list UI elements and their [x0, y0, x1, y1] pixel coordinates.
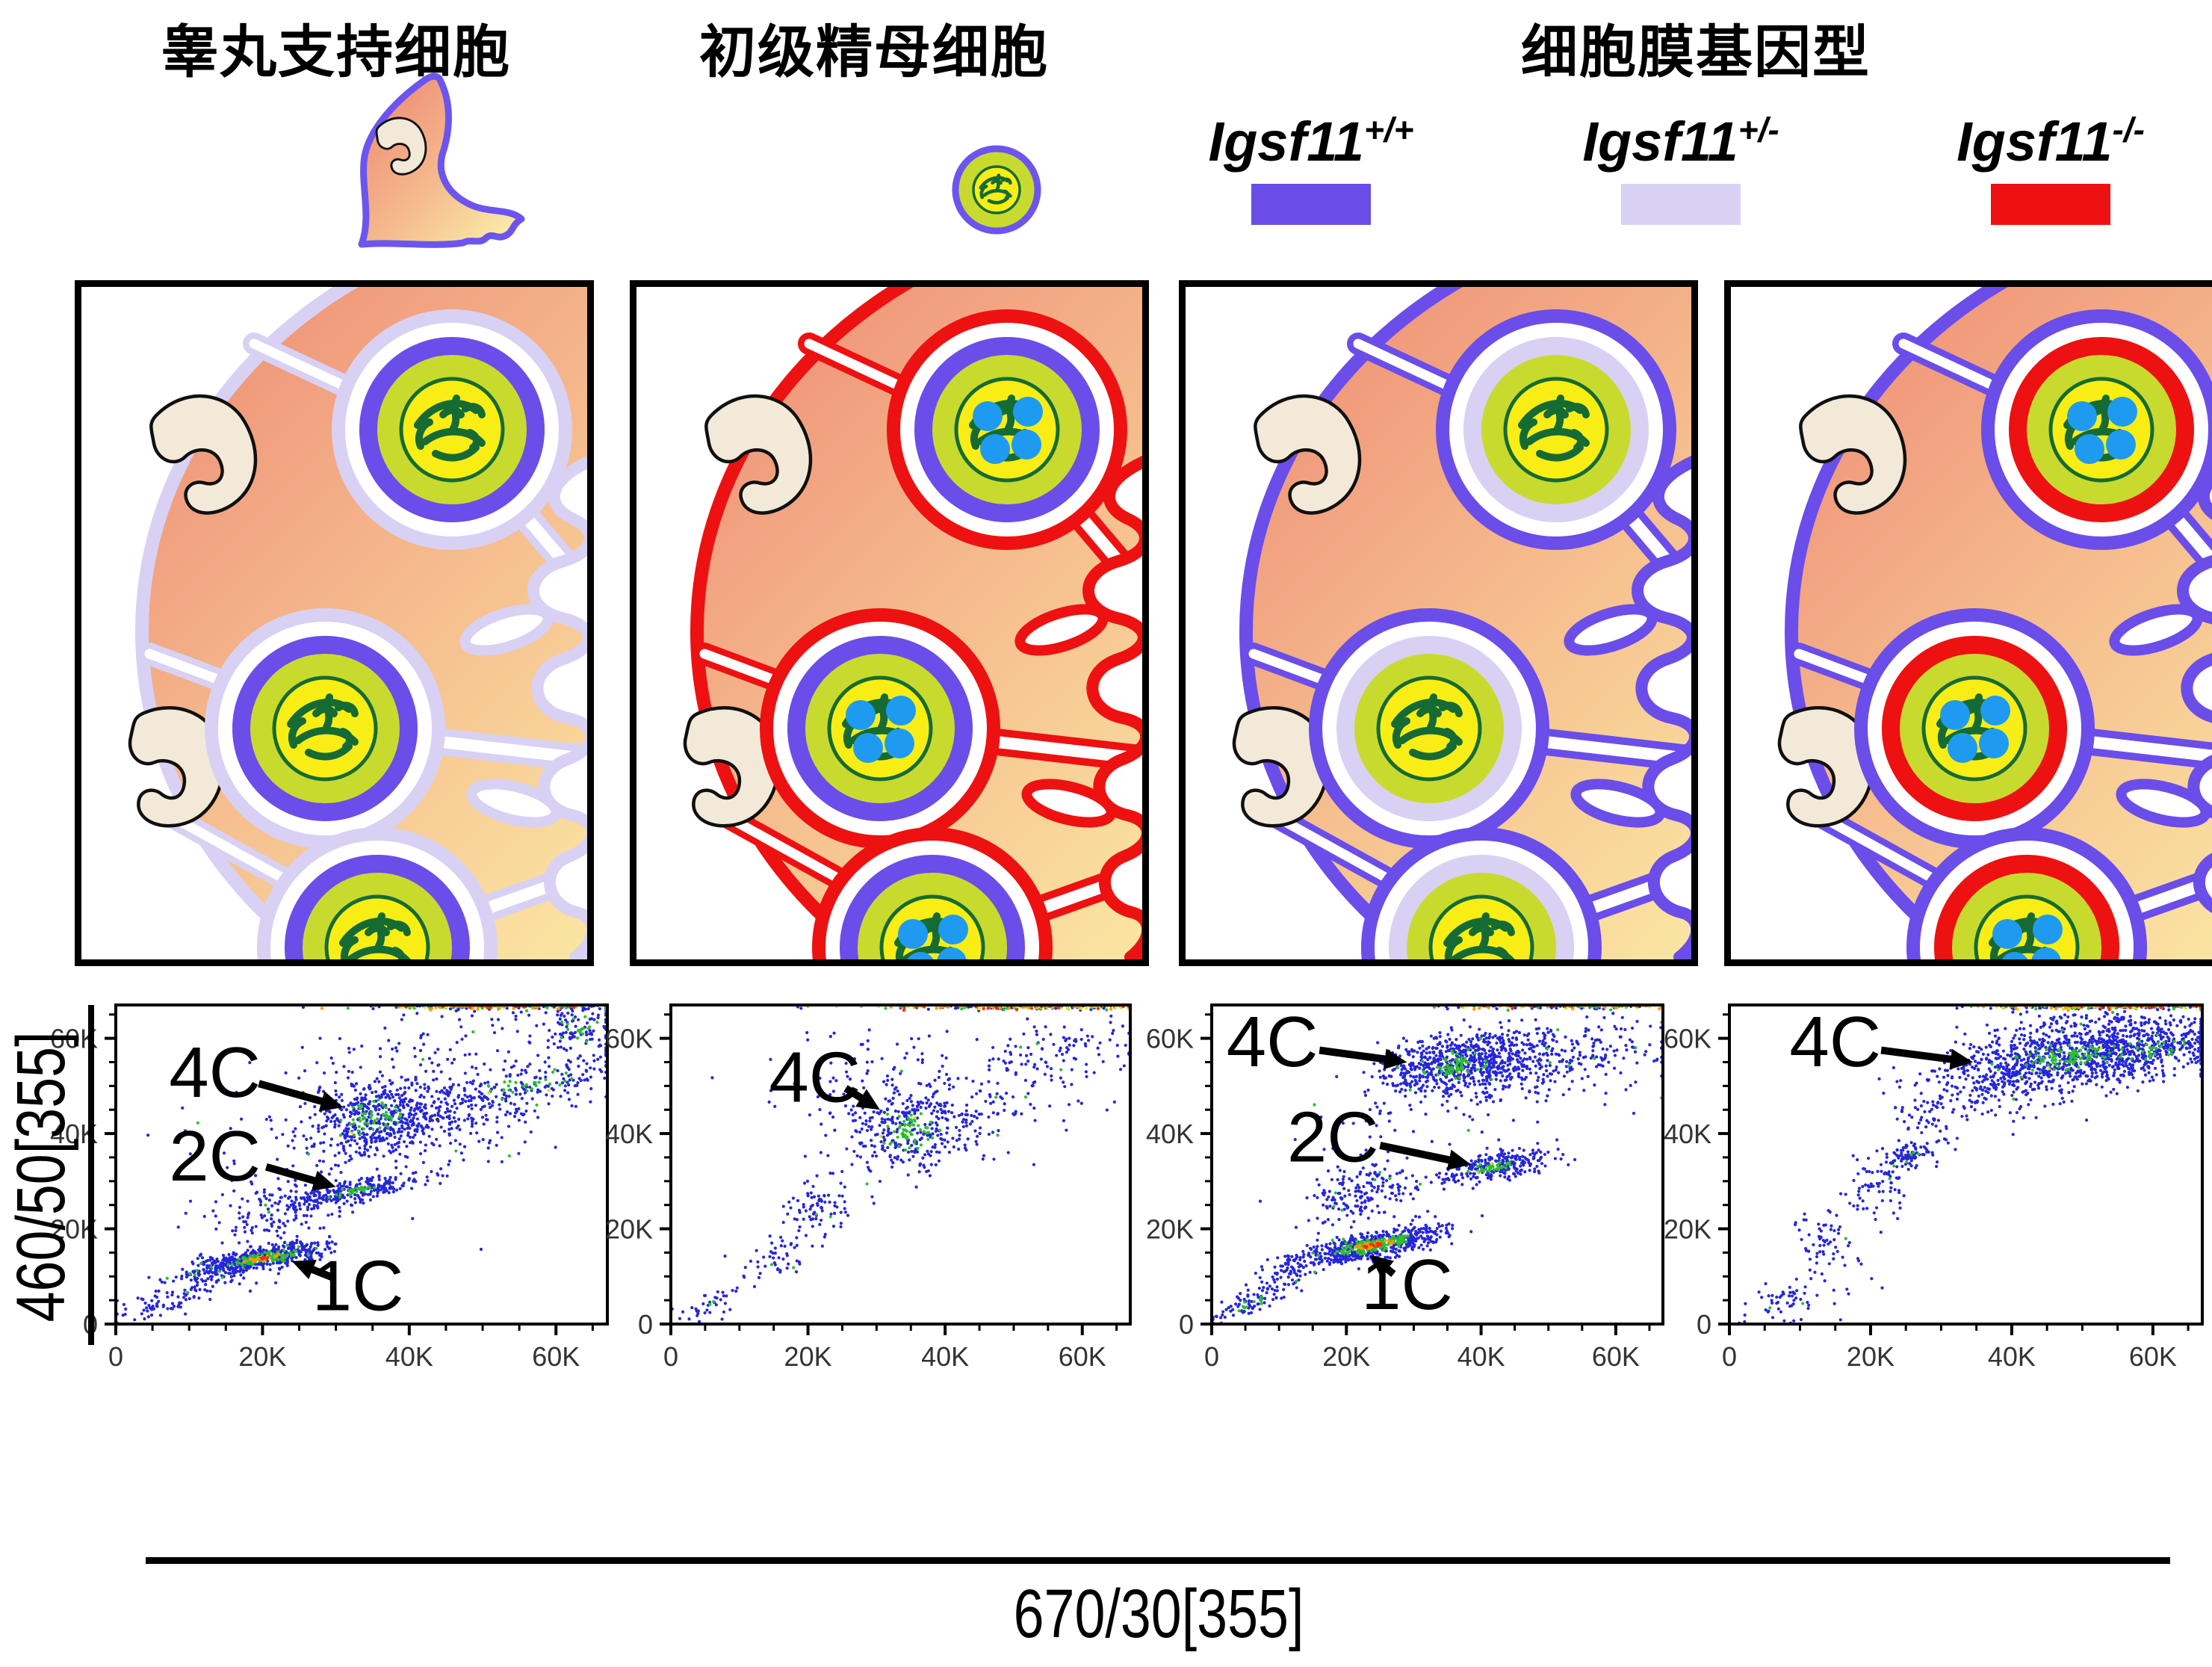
svg-text:0: 0 [1204, 1341, 1219, 1372]
genotype-label-wt: Igsf11+/+ [1208, 110, 1414, 173]
legend-item-ko: Igsf11-/- [1879, 109, 2212, 225]
svg-text:20K: 20K [784, 1341, 832, 1372]
svg-text:1C: 1C [312, 1246, 404, 1326]
genotype-label-ko: Igsf11-/- [1957, 110, 2145, 173]
tubule-panel-4 [1724, 280, 2212, 966]
svg-text:0: 0 [663, 1341, 678, 1372]
x-axis-label: 670/30[355] [1013, 1576, 1304, 1652]
svg-text:60K: 60K [1592, 1341, 1640, 1372]
svg-text:20K: 20K [605, 1214, 653, 1245]
svg-text:2C: 2C [169, 1116, 261, 1196]
tubule-panel-2 [630, 280, 1149, 966]
legend-item-het: Igsf11+/- [1509, 109, 1853, 225]
svg-text:0: 0 [1179, 1309, 1194, 1340]
svg-text:60K: 60K [532, 1341, 580, 1372]
membrane-genotype-title: 细胞膜基因型 [1521, 22, 1871, 84]
svg-text:60K: 60K [1146, 1024, 1194, 1054]
svg-text:40K: 40K [921, 1341, 969, 1372]
flow-plot-2: 00 20K 20K 40K 40K 60K 60K 4C [605, 1003, 1132, 1372]
sertoli-cell-icon [358, 72, 525, 248]
svg-text:60K: 60K [605, 1024, 653, 1054]
genotype-label-het: Igsf11+/- [1582, 110, 1779, 173]
spermatocyte-title: 初级精母细胞 [699, 22, 1049, 84]
sertoli-nucleus-shape [375, 117, 427, 176]
y-axis-label: 460/50[355] [3, 1031, 79, 1323]
sertoli-cell-title: 睾丸支持细胞 [161, 22, 511, 84]
svg-text:0: 0 [108, 1341, 123, 1372]
genotype-swatch-wt [1251, 183, 1371, 225]
svg-text:60K: 60K [1059, 1341, 1106, 1372]
spermatocyte-icon [952, 145, 1041, 235]
svg-text:40K: 40K [385, 1341, 433, 1372]
svg-text:4C: 4C [769, 1038, 861, 1118]
y-axis-line [88, 1005, 94, 1345]
svg-text:40K: 40K [1457, 1341, 1505, 1372]
tubule-panel-3 [1179, 280, 1698, 966]
x-axis-line [146, 1557, 2170, 1564]
legend-item-wt: Igsf11+/+ [1139, 109, 1483, 225]
svg-text:4C: 4C [169, 1033, 261, 1113]
svg-text:40K: 40K [605, 1119, 653, 1149]
svg-text:20K: 20K [238, 1341, 286, 1372]
svg-text:40K: 40K [1146, 1119, 1194, 1149]
tubule-panel-1 [75, 280, 594, 966]
svg-text:0: 0 [638, 1309, 653, 1340]
svg-text:20K: 20K [1146, 1214, 1194, 1245]
genotype-swatch-het [1621, 183, 1741, 225]
genotype-swatch-ko [1991, 183, 2110, 225]
svg-text:20K: 20K [1322, 1341, 1370, 1372]
